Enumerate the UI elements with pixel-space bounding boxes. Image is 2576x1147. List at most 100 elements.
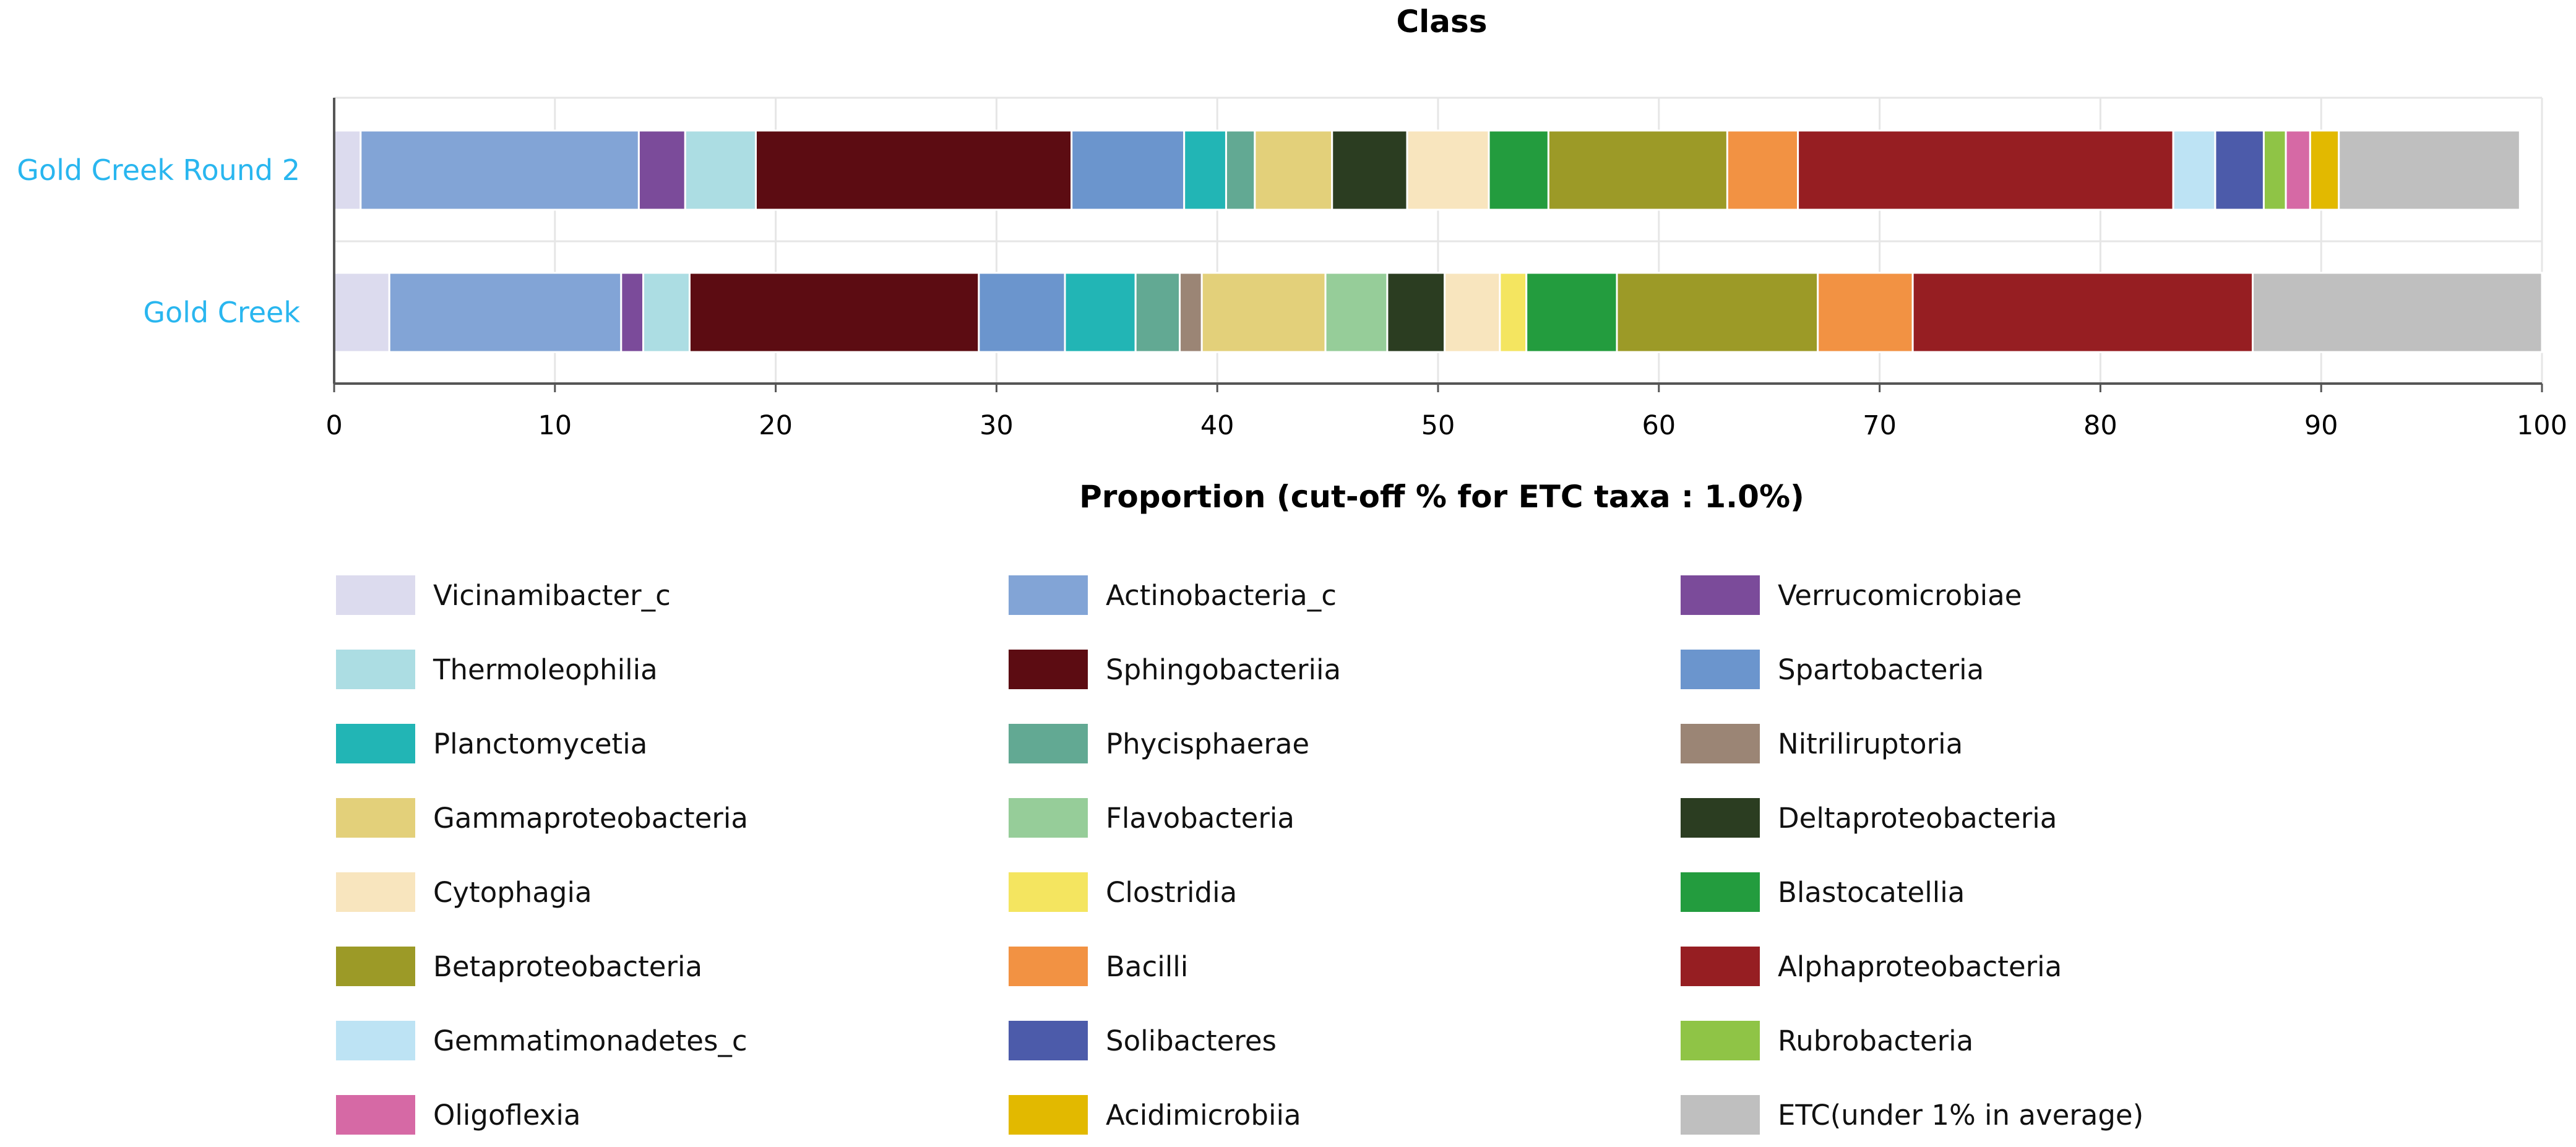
bar-segment-1-13[interactable] — [1499, 272, 1528, 353]
bar-segment-1-5[interactable] — [978, 272, 1066, 353]
bar-segment-0-12[interactable] — [1406, 129, 1490, 211]
bar-segment-1-7[interactable] — [1134, 272, 1181, 353]
bar-segment-0-7[interactable] — [1225, 129, 1256, 211]
legend-label-7: Phycisphaerae — [1106, 728, 1309, 760]
bar-segment-0-21[interactable] — [2285, 129, 2311, 211]
legend-label-14: Blastocatellia — [1778, 876, 1965, 909]
bar-segment-1-3[interactable] — [642, 272, 691, 353]
legend-swatch-15[interactable] — [336, 947, 415, 986]
bar-segment-0-9[interactable] — [1254, 129, 1333, 211]
x-axis-label: Proportion (cut-off % for ETC taxa : 1.0… — [1079, 479, 1804, 515]
bar-segment-1-23[interactable] — [2252, 272, 2543, 353]
x-tick-label-9: 90 — [2304, 410, 2338, 441]
legend-label-23: ETC(under 1% in average) — [1778, 1099, 2143, 1132]
bar-segment-0-1[interactable] — [360, 129, 640, 211]
bar-segment-0-19[interactable] — [2214, 129, 2265, 211]
x-tick-label-6: 60 — [1642, 410, 1676, 441]
bar-segment-0-18[interactable] — [2172, 129, 2216, 211]
bar-segment-0-22[interactable] — [2309, 129, 2340, 211]
legend-swatch-0[interactable] — [336, 575, 415, 615]
legend-swatch-19[interactable] — [1009, 1021, 1088, 1060]
legend-swatch-5[interactable] — [1681, 650, 1760, 689]
bar-segment-1-0[interactable] — [333, 272, 390, 353]
legend-swatch-12[interactable] — [336, 872, 415, 912]
legend-swatch-1[interactable] — [1009, 575, 1088, 615]
legend-swatch-10[interactable] — [1009, 798, 1088, 838]
bar-segment-0-14[interactable] — [1488, 129, 1549, 211]
legend-label-3: Thermoleophilia — [433, 653, 658, 686]
x-tick-label-4: 40 — [1200, 410, 1234, 441]
legend-label-9: Gammaproteobacteria — [433, 802, 748, 835]
bar-segment-0-4[interactable] — [754, 129, 1073, 211]
bar-segment-0-15[interactable] — [1547, 129, 1728, 211]
bar-segment-0-16[interactable] — [1726, 129, 1799, 211]
legend-swatch-8[interactable] — [1681, 724, 1760, 763]
legend-swatch-11[interactable] — [1681, 798, 1760, 838]
legend-label-11: Deltaproteobacteria — [1778, 802, 2057, 835]
legend-swatch-23[interactable] — [1681, 1095, 1760, 1135]
legend-label-5: Spartobacteria — [1778, 653, 1984, 686]
category-label-1: Gold Creek — [143, 296, 300, 329]
x-tick-label-7: 70 — [1863, 410, 1897, 441]
legend-swatch-7[interactable] — [1009, 724, 1088, 763]
legend-swatch-18[interactable] — [336, 1021, 415, 1060]
bar-segment-1-14[interactable] — [1525, 272, 1618, 353]
legend-label-12: Cytophagia — [433, 876, 592, 909]
bars — [333, 129, 2543, 353]
legend-label-13: Clostridia — [1106, 876, 1237, 909]
bar-segment-1-15[interactable] — [1616, 272, 1819, 353]
x-tick-label-10: 100 — [2517, 410, 2567, 441]
legend-label-8: Nitriliruptoria — [1778, 728, 1963, 760]
bar-segment-0-20[interactable] — [2262, 129, 2287, 211]
legend-swatch-14[interactable] — [1681, 872, 1760, 912]
bar-segment-0-2[interactable] — [637, 129, 686, 211]
legend-swatch-20[interactable] — [1681, 1021, 1760, 1060]
bar-segment-1-4[interactable] — [688, 272, 980, 353]
legend-label-17: Alphaproteobacteria — [1778, 950, 2062, 983]
bar-segment-0-23[interactable] — [2338, 129, 2521, 211]
bar-segment-0-0[interactable] — [333, 129, 362, 211]
legend-swatch-3[interactable] — [336, 650, 415, 689]
legend-swatch-22[interactable] — [1009, 1095, 1088, 1135]
bar-segment-1-9[interactable] — [1200, 272, 1327, 353]
bar-segment-1-10[interactable] — [1324, 272, 1389, 353]
legend-swatch-16[interactable] — [1009, 947, 1088, 986]
bar-segment-1-16[interactable] — [1817, 272, 1914, 353]
axes: Gold Creek Round 2 Gold Creek 0 10 20 30 40 50 6… — [17, 98, 2567, 441]
bar-segment-0-11[interactable] — [1331, 129, 1408, 211]
x-tick-label-0: 0 — [325, 410, 342, 441]
bar-segment-0-3[interactable] — [684, 129, 757, 211]
bar-segment-0-6[interactable] — [1183, 129, 1227, 211]
bar-segment-1-6[interactable] — [1064, 272, 1137, 353]
legend-swatch-2[interactable] — [1681, 575, 1760, 615]
x-tick-label-8: 80 — [2083, 410, 2117, 441]
bar-segment-1-1[interactable] — [388, 272, 622, 353]
legend-swatch-4[interactable] — [1009, 650, 1088, 689]
legend-label-1: Actinobacteria_c — [1106, 579, 1337, 612]
legend-swatch-21[interactable] — [336, 1095, 415, 1135]
legend-label-10: Flavobacteria — [1106, 802, 1294, 835]
legend-swatch-6[interactable] — [336, 724, 415, 763]
legend-swatch-17[interactable] — [1681, 947, 1760, 986]
legend-swatch-13[interactable] — [1009, 872, 1088, 912]
legend-label-19: Solibacteres — [1106, 1025, 1277, 1057]
category-label-0: Gold Creek Round 2 — [17, 153, 300, 187]
legend-label-18: Gemmatimonadetes_c — [433, 1025, 747, 1057]
legend-swatch-9[interactable] — [336, 798, 415, 838]
bar-segment-0-5[interactable] — [1070, 129, 1186, 211]
legend-label-20: Rubrobacteria — [1778, 1025, 1973, 1057]
chart-title: Class — [1396, 4, 1487, 40]
bar-segment-1-17[interactable] — [1911, 272, 2254, 353]
x-tick-label-5: 50 — [1421, 410, 1455, 441]
legend: Vicinamibacter_c Actinobacteria_c Verrucom… — [336, 575, 2143, 1135]
bar-segment-1-12[interactable] — [1444, 272, 1501, 353]
bar-segment-0-17[interactable] — [1797, 129, 2174, 211]
legend-label-16: Bacilli — [1106, 950, 1188, 983]
bar-segment-1-11[interactable] — [1386, 272, 1446, 353]
bar-segment-1-2[interactable] — [620, 272, 645, 353]
bar-segment-1-8[interactable] — [1179, 272, 1203, 353]
legend-label-6: Planctomycetia — [433, 728, 647, 760]
legend-label-0: Vicinamibacter_c — [433, 579, 671, 612]
legend-label-2: Verrucomicrobiae — [1778, 579, 2022, 612]
